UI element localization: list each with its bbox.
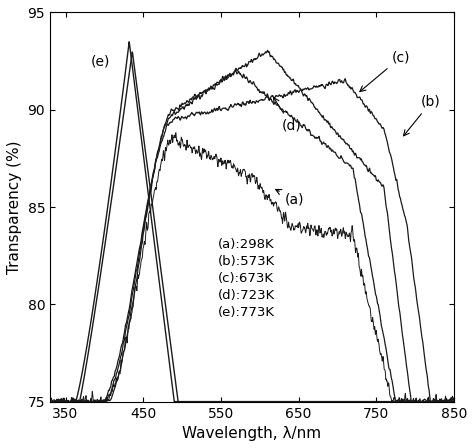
Text: (a):298K
(b):573K
(c):673K
(d):723K
(e):773K: (a):298K (b):573K (c):673K (d):723K (e):… [218, 238, 275, 319]
Text: (c): (c) [360, 50, 410, 91]
Text: (a): (a) [276, 190, 304, 206]
X-axis label: Wavelength, λ/nm: Wavelength, λ/nm [182, 426, 321, 441]
Y-axis label: Transparency (%): Transparency (%) [7, 140, 22, 274]
Text: (e): (e) [91, 54, 110, 68]
Text: (b): (b) [403, 95, 441, 136]
Text: (d): (d) [273, 98, 301, 132]
